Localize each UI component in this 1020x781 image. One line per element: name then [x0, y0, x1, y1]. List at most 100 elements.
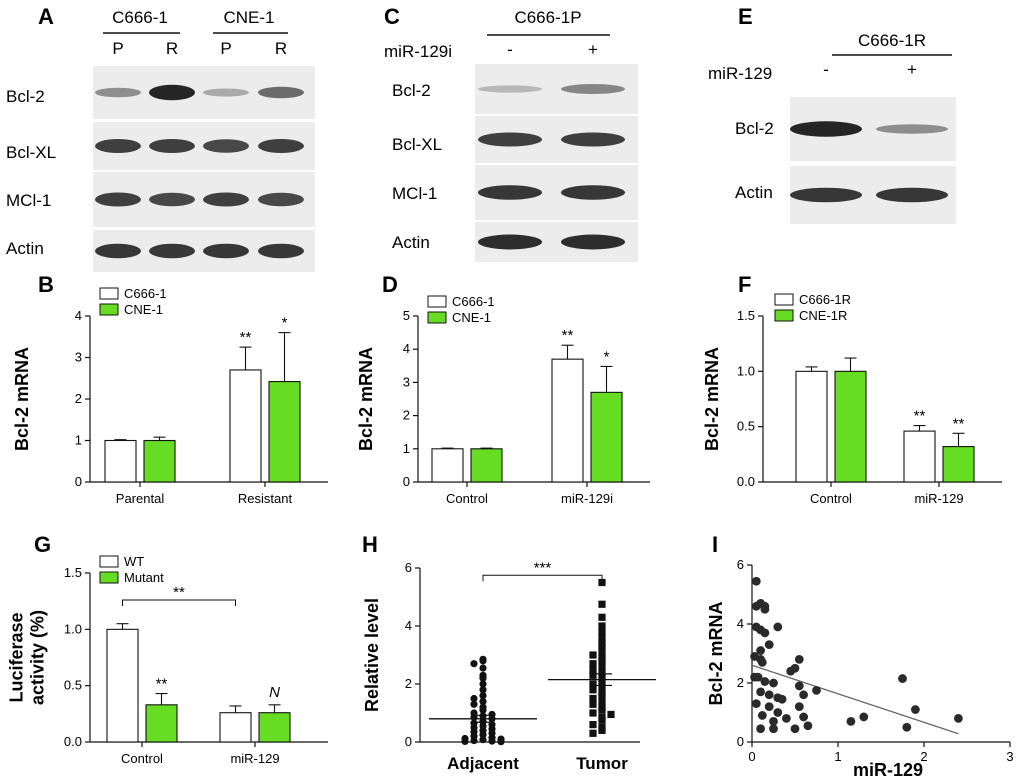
y-tick-label: 0.5 [737, 419, 755, 434]
data-point [756, 687, 765, 697]
data-point [756, 724, 765, 734]
data-point [760, 628, 770, 638]
data-point [598, 622, 606, 630]
data-point [598, 648, 606, 656]
bar [106, 628, 139, 743]
data-point [803, 721, 813, 731]
blot-band [876, 124, 948, 134]
legend-label: C666-1 [124, 286, 167, 301]
data-point [777, 694, 787, 704]
x-category-label: Adjacent [447, 754, 519, 773]
blot-row-label: Bcl-2 [735, 119, 774, 138]
y-tick-label: 1 [75, 433, 82, 448]
blot-band [149, 192, 195, 207]
bar [942, 446, 975, 483]
significance-mark: *** [534, 559, 552, 576]
data-point [470, 736, 478, 745]
data-point [488, 737, 496, 745]
data-point [607, 710, 615, 719]
panel-letter-b: B [38, 272, 54, 297]
significance-mark: ** [240, 329, 252, 346]
bar [903, 430, 936, 483]
bar [431, 448, 464, 483]
lane-label: P [112, 39, 123, 58]
data-point [799, 690, 808, 700]
data-point [589, 671, 597, 679]
data-point [764, 690, 774, 700]
data-point [497, 738, 505, 746]
blot-band [478, 85, 542, 93]
y-tick-label: 2 [403, 408, 410, 423]
group-label-c666-1p: C666-1P [514, 8, 581, 27]
data-point [751, 601, 761, 611]
legend-label: C666-1 [452, 294, 495, 309]
data-point [479, 706, 487, 714]
data-point [846, 716, 856, 726]
legend-swatch [774, 309, 794, 322]
significance-mark: ** [562, 327, 574, 344]
significance-mark: N [269, 684, 280, 701]
y-axis-title: Bcl-2 mRNA [356, 347, 376, 451]
data-point [589, 651, 597, 659]
data-point [598, 578, 606, 587]
blot-row-label: Bcl-2 [392, 81, 431, 100]
significance-bracket [122, 599, 236, 607]
y-axis-title: Luciferaseactivity (%) [7, 610, 48, 705]
legend-label: CNE-1R [799, 308, 847, 323]
bar [834, 370, 867, 483]
blot-strips [790, 97, 956, 224]
y-axis-title: Bcl-2 mRNA [706, 601, 726, 705]
data-point [598, 663, 606, 671]
y-tick-label: 1.5 [64, 565, 82, 580]
blot-row-label: MCl-1 [6, 191, 51, 210]
data-point [760, 677, 770, 686]
data-point [799, 712, 808, 722]
y-tick-label: 0.5 [64, 678, 82, 693]
data-point [598, 613, 606, 621]
data-point [589, 680, 597, 688]
data-point [598, 634, 606, 642]
y-tick-label: 0.0 [64, 734, 82, 749]
data-point [479, 680, 487, 688]
x-tick-label: 2 [920, 749, 927, 764]
x-tick-label: Resistant [238, 491, 293, 506]
panel-a-western-blot: A C666-1 CNE-1 P R P R Bcl-2 Bcl-XL MCl-… [6, 4, 315, 272]
data-point [589, 694, 597, 703]
legend-label: WT [124, 554, 144, 569]
data-point [598, 683, 606, 691]
chart-b: 0 1 2 3 4 Bcl-2 mRNA Parental Resistant ** C666-1… [12, 286, 328, 506]
data-point [598, 692, 606, 700]
panel-letter-g: G [34, 532, 51, 557]
lane-label: P [220, 39, 231, 58]
blot-row-label: Bcl-XL [392, 135, 442, 154]
data-point [898, 674, 907, 683]
x-axis-title: miR-129 [853, 760, 923, 780]
y-axis-title-line: Luciferase [7, 612, 27, 702]
y-tick-label: 2 [405, 676, 412, 691]
blot-row-label: Actin [735, 183, 773, 202]
chart-h: 0 2 4 6 Relative level Adjacent Tumor *** [362, 559, 656, 773]
x-category-label: Tumor [576, 754, 628, 773]
y-tick-label: 0.0 [737, 474, 755, 489]
y-axis-title: Bcl-2 mRNA [12, 347, 32, 451]
treatment-sign: + [907, 60, 917, 79]
x-tick-label: miR-129 [914, 491, 963, 506]
data-point [773, 708, 783, 717]
data-point [470, 700, 478, 708]
blot-band [258, 86, 304, 99]
blot-band [203, 88, 249, 97]
data-point [589, 686, 597, 694]
legend-label: CNE-1 [124, 302, 163, 317]
panel-letter-e: E [738, 4, 753, 29]
data-point [757, 711, 767, 720]
y-axis-title-line: activity (%) [27, 610, 47, 705]
data-point [598, 706, 606, 714]
data-point [598, 657, 606, 665]
panel-letter-d: D [382, 272, 398, 297]
x-tick-label: miR-129i [561, 491, 613, 506]
blot-band [95, 139, 141, 153]
treatment-sign: - [507, 40, 513, 59]
data-point [769, 678, 778, 688]
x-tick-label: 3 [1006, 749, 1013, 764]
